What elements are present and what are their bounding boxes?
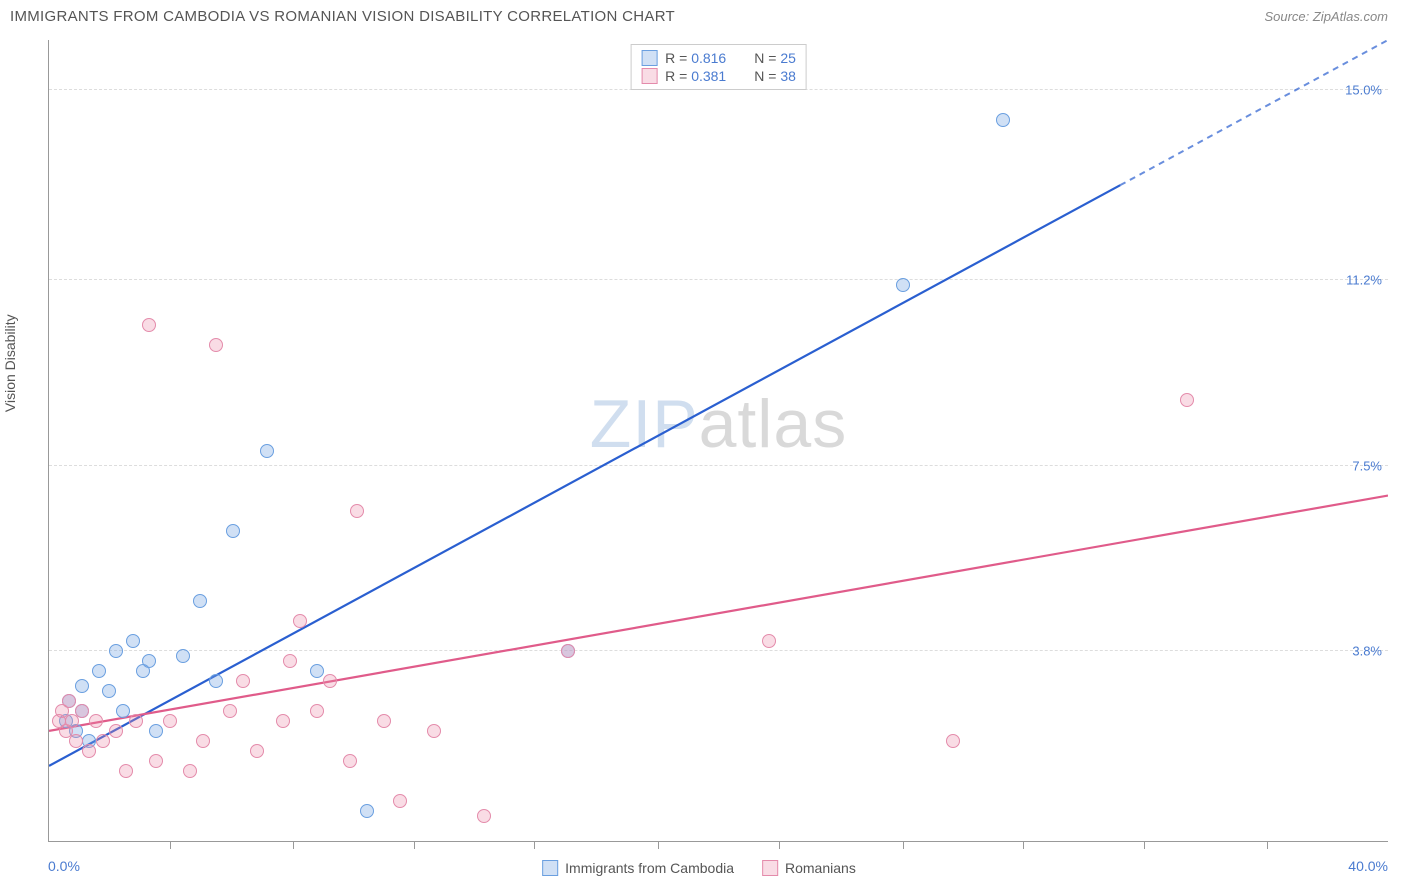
data-point — [236, 674, 250, 688]
x-tick — [293, 841, 294, 849]
data-point — [176, 649, 190, 663]
legend-swatch-icon — [641, 50, 657, 66]
data-point — [126, 634, 140, 648]
series-legend: Immigrants from Cambodia Romanians — [542, 860, 856, 876]
data-point — [260, 444, 274, 458]
data-point — [149, 754, 163, 768]
x-tick — [1023, 841, 1024, 849]
data-point — [75, 704, 89, 718]
data-point — [762, 634, 776, 648]
legend-item: Immigrants from Cambodia — [542, 860, 734, 876]
data-point — [323, 674, 337, 688]
x-axis-min-label: 0.0% — [48, 858, 80, 874]
x-tick — [1267, 841, 1268, 849]
data-point — [142, 318, 156, 332]
legend-r-label: R = 0.381 — [665, 68, 726, 84]
data-point — [163, 714, 177, 728]
data-point — [149, 724, 163, 738]
y-axis-label: Vision Disability — [2, 314, 18, 412]
data-point — [102, 684, 116, 698]
data-point — [996, 113, 1010, 127]
y-tick-label: 15.0% — [1345, 83, 1382, 98]
data-point — [209, 674, 223, 688]
x-tick — [534, 841, 535, 849]
data-point — [129, 714, 143, 728]
data-point — [209, 338, 223, 352]
plot-area: ZIPatlas R = 0.816N = 25R = 0.381N = 38 … — [48, 40, 1388, 842]
data-point — [276, 714, 290, 728]
data-point — [343, 754, 357, 768]
data-point — [561, 644, 575, 658]
data-point — [1180, 393, 1194, 407]
x-tick — [170, 841, 171, 849]
gridline — [49, 465, 1388, 466]
y-tick-label: 7.5% — [1352, 458, 1382, 473]
data-point — [896, 278, 910, 292]
correlation-legend: R = 0.816 N = 25 R = 0.381 N = 38 — [630, 44, 807, 90]
legend-row: R = 0.381 N = 38 — [641, 67, 796, 85]
regression-lines — [49, 40, 1388, 841]
data-point — [377, 714, 391, 728]
data-point — [92, 664, 106, 678]
legend-swatch-icon — [542, 860, 558, 876]
x-tick — [414, 841, 415, 849]
gridline — [49, 650, 1388, 651]
data-point — [223, 704, 237, 718]
data-point — [109, 644, 123, 658]
series-label: Immigrants from Cambodia — [565, 860, 734, 876]
data-point — [119, 764, 133, 778]
x-tick — [779, 841, 780, 849]
data-point — [116, 704, 130, 718]
data-point — [89, 714, 103, 728]
data-point — [250, 744, 264, 758]
data-point — [946, 734, 960, 748]
x-tick — [1144, 841, 1145, 849]
legend-swatch-icon — [762, 860, 778, 876]
data-point — [142, 654, 156, 668]
data-point — [82, 744, 96, 758]
data-point — [62, 694, 76, 708]
data-point — [183, 764, 197, 778]
data-point — [427, 724, 441, 738]
data-point — [69, 734, 83, 748]
data-point — [193, 594, 207, 608]
x-axis-max-label: 40.0% — [1348, 858, 1388, 874]
data-point — [75, 679, 89, 693]
y-tick-label: 3.8% — [1352, 643, 1382, 658]
data-point — [477, 809, 491, 823]
data-point — [360, 804, 374, 818]
data-point — [310, 664, 324, 678]
legend-n-label: N = 38 — [754, 68, 796, 84]
data-point — [196, 734, 210, 748]
gridline — [49, 279, 1388, 280]
data-point — [283, 654, 297, 668]
legend-n-label: N = 25 — [754, 50, 796, 66]
y-tick-label: 11.2% — [1346, 273, 1382, 288]
data-point — [310, 704, 324, 718]
legend-r-label: R = 0.816 — [665, 50, 726, 66]
watermark: ZIPatlas — [590, 385, 847, 463]
x-tick — [658, 841, 659, 849]
data-point — [96, 734, 110, 748]
legend-row: R = 0.816 N = 25 — [641, 49, 796, 67]
data-point — [393, 794, 407, 808]
data-point — [350, 504, 364, 518]
data-point — [109, 724, 123, 738]
chart-container: Vision Disability ZIPatlas R = 0.816N = … — [10, 40, 1388, 882]
x-tick — [903, 841, 904, 849]
data-point — [293, 614, 307, 628]
data-point — [226, 524, 240, 538]
series-label: Romanians — [785, 860, 856, 876]
chart-title: IMMIGRANTS FROM CAMBODIA VS ROMANIAN VIS… — [10, 8, 675, 25]
legend-swatch-icon — [641, 68, 657, 84]
source-label: Source: ZipAtlas.com — [1264, 9, 1388, 24]
legend-item: Romanians — [762, 860, 856, 876]
